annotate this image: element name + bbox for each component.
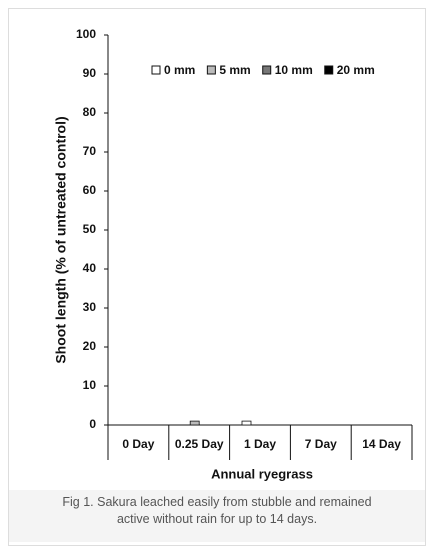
x-tick-label: 1 Day — [244, 437, 276, 451]
figure-frame — [8, 8, 426, 546]
legend-label: 10 mm — [275, 63, 313, 77]
y-axis-title: Shoot length (% of untreated control) — [53, 116, 69, 363]
bar — [189, 420, 200, 426]
y-tick-label: 70 — [83, 144, 97, 158]
caption: Fig 1. Sakura leached easily from stubbl… — [9, 490, 425, 542]
y-tick-label: 100 — [76, 27, 96, 41]
y-tick-label: 80 — [83, 105, 97, 119]
x-tick-label: 0 Day — [122, 437, 154, 451]
legend-label: 5 mm — [219, 63, 250, 77]
x-tick-label: 14 Day — [362, 437, 401, 451]
x-tick-label: 7 Day — [305, 437, 337, 451]
legend-swatch — [151, 65, 161, 75]
x-axis-title: Annual ryegrass — [211, 466, 313, 481]
legend-label: 20 mm — [337, 63, 375, 77]
y-tick-label: 0 — [89, 417, 96, 431]
legend-label: 0 mm — [164, 63, 195, 77]
y-tick-label: 10 — [83, 378, 97, 392]
y-tick-label: 20 — [83, 339, 97, 353]
bar — [241, 420, 252, 426]
legend-swatch — [324, 65, 334, 75]
y-tick-label: 90 — [83, 66, 97, 80]
y-tick-label: 50 — [83, 222, 97, 236]
y-tick-label: 30 — [83, 300, 97, 314]
legend-swatch — [206, 65, 216, 75]
y-tick-label: 60 — [83, 183, 97, 197]
x-tick-label: 0.25 Day — [175, 437, 224, 451]
y-tick-label: 40 — [83, 261, 97, 275]
legend-swatch — [262, 65, 272, 75]
chart: Shoot length (% of untreated control) An… — [53, 27, 413, 481]
